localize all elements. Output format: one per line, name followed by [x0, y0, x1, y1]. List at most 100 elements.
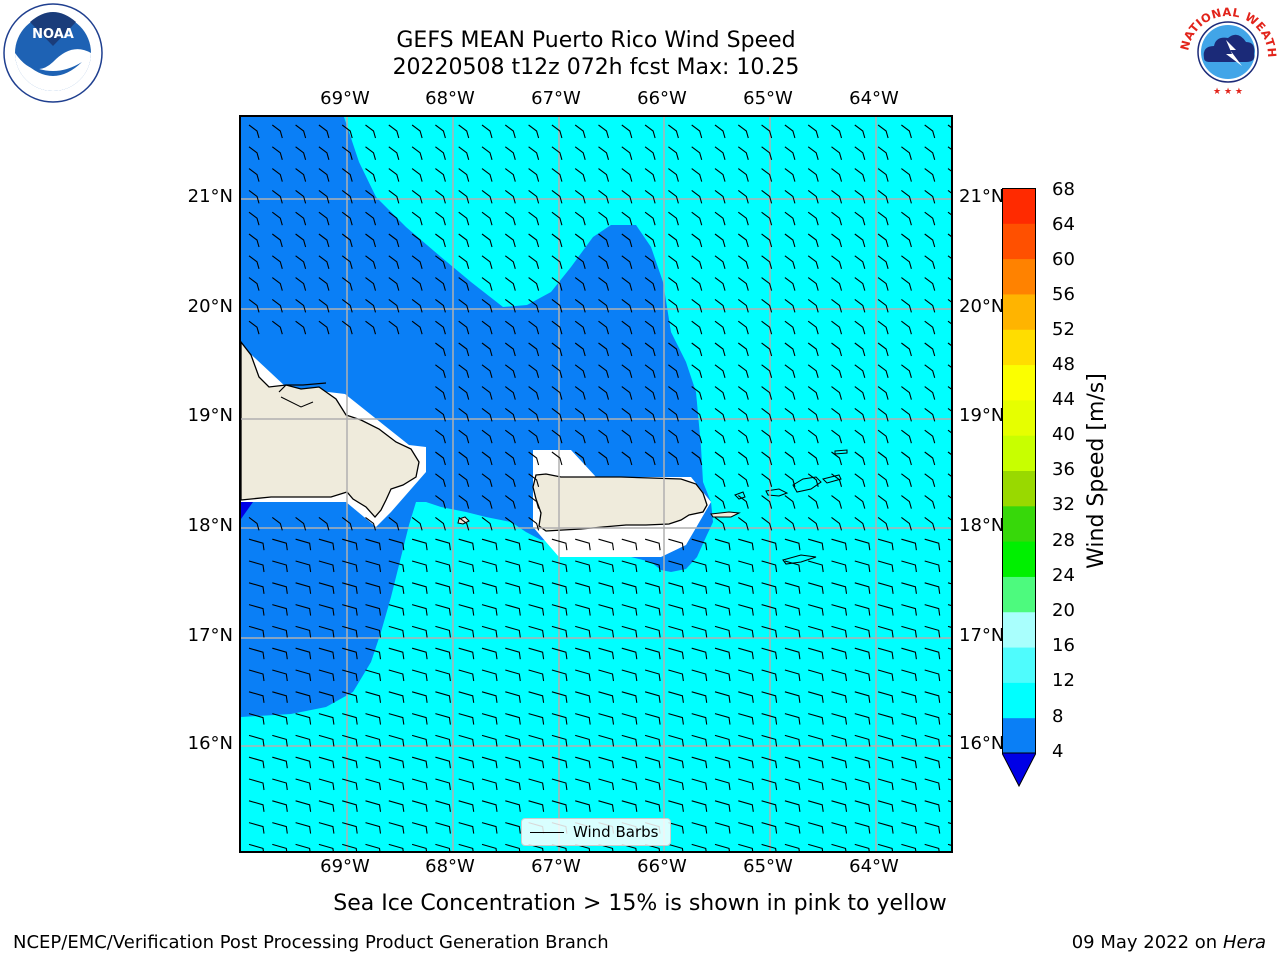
- wind-barb: [551, 124, 563, 139]
- wind-barb: [831, 495, 843, 509]
- wind-barb: [901, 298, 912, 313]
- wind-barb: [458, 822, 475, 834]
- wind-barb: [854, 277, 866, 291]
- wind-barb: [877, 843, 894, 851]
- wind-barb: [435, 255, 446, 269]
- wind-barb: [458, 189, 470, 204]
- wind-barb: [901, 211, 912, 226]
- wind-barb: [714, 713, 731, 725]
- wind-barb: [598, 538, 615, 551]
- wind-barb: [924, 582, 941, 594]
- wind-barb: [435, 778, 451, 791]
- wind-barb: [248, 211, 260, 226]
- colorbar-cell: [1002, 717, 1036, 754]
- wind-barb: [621, 451, 633, 466]
- wind-barb: [761, 516, 773, 531]
- wind-barb: [877, 625, 894, 638]
- lon-label-bottom: 66°W: [637, 856, 687, 877]
- wind-barb: [877, 691, 894, 703]
- wind-barb: [737, 211, 749, 226]
- wind-barb: [831, 778, 848, 791]
- wind-barb: [318, 822, 335, 834]
- wind-barb: [784, 647, 801, 660]
- wind-barb: [714, 516, 726, 531]
- wind-barb: [831, 451, 843, 466]
- wind-barb: [598, 734, 615, 747]
- wind-barb: [504, 451, 516, 466]
- wind-barb: [528, 800, 545, 812]
- wind-barb: [318, 320, 330, 335]
- wind-barb: [248, 778, 265, 791]
- wind-barb: [342, 691, 358, 703]
- wind-barb: [481, 843, 497, 851]
- wind-barb: [341, 320, 353, 335]
- wind-barb: [714, 582, 731, 594]
- wind-barb: [807, 320, 819, 335]
- wind-barb: [877, 734, 894, 747]
- wind-barb: [644, 168, 656, 182]
- wind-barb: [924, 756, 941, 769]
- wind-barb: [901, 320, 912, 335]
- wind-barb: [481, 146, 493, 160]
- wind-barb: [435, 647, 451, 660]
- wind-barb: [901, 713, 917, 725]
- wind-barb: [248, 146, 260, 160]
- wind-barb: [644, 451, 656, 466]
- wind-barb: [341, 124, 353, 139]
- lat-label-right: 16°N: [959, 733, 1005, 754]
- wind-barb: [528, 298, 540, 313]
- wind-barb: [342, 822, 358, 834]
- wind-barb: [901, 604, 917, 616]
- wind-barb: [318, 625, 335, 638]
- colorbar-tick: 20: [1052, 600, 1075, 621]
- wind-barb: [574, 298, 586, 313]
- wind-barb: [854, 713, 871, 725]
- wind-barb: [807, 277, 819, 291]
- wind-barb: [528, 756, 545, 769]
- lat-label-left: 21°N: [187, 186, 233, 207]
- wind-barb: [481, 647, 498, 660]
- wind-barb: [435, 756, 451, 769]
- wind-barb: [877, 407, 889, 422]
- wind-barb: [738, 604, 754, 616]
- wind-barb: [388, 756, 405, 769]
- wind-barb: [528, 320, 540, 335]
- wind-barb: [621, 146, 633, 160]
- wind-barb: [528, 495, 540, 509]
- lon-label-bottom: 69°W: [320, 856, 370, 877]
- wind-barb: [411, 669, 428, 682]
- wind-barb: [295, 298, 307, 313]
- map-gridlines: [241, 117, 951, 851]
- wind-barb: [831, 843, 847, 851]
- map-legend: Wind Barbs: [521, 818, 671, 846]
- wind-barb: [924, 124, 936, 139]
- colorbar-cell: [1002, 576, 1036, 613]
- wind-barb: [784, 364, 796, 378]
- wind-barb: [738, 713, 754, 725]
- wind-barb: [388, 734, 405, 747]
- wind-barb: [714, 473, 726, 487]
- wind-barb: [761, 669, 778, 682]
- wind-barb: [877, 713, 894, 725]
- wind-barb: [924, 255, 936, 269]
- wind-barb: [714, 168, 726, 182]
- wind-barb: [761, 233, 773, 248]
- wind-barb: [295, 233, 307, 248]
- wind-barb: [691, 604, 708, 616]
- wind-barb: [691, 146, 703, 160]
- wind-barb: [924, 233, 936, 248]
- wind-barb: [504, 211, 516, 226]
- wind-barb: [901, 386, 912, 400]
- wind-barb: [248, 625, 265, 638]
- wind-barb: [784, 451, 796, 466]
- wind-barb: [365, 800, 382, 812]
- wind-barb: [877, 124, 889, 139]
- wind-barb: [854, 255, 866, 269]
- wind-barb: [924, 298, 936, 313]
- wind-barb: [901, 625, 917, 638]
- wind-barb: [528, 233, 540, 248]
- wind-barb: [691, 843, 707, 851]
- wind-barb: [784, 538, 801, 551]
- wind-barb: [924, 146, 936, 160]
- wind-barb: [435, 473, 446, 487]
